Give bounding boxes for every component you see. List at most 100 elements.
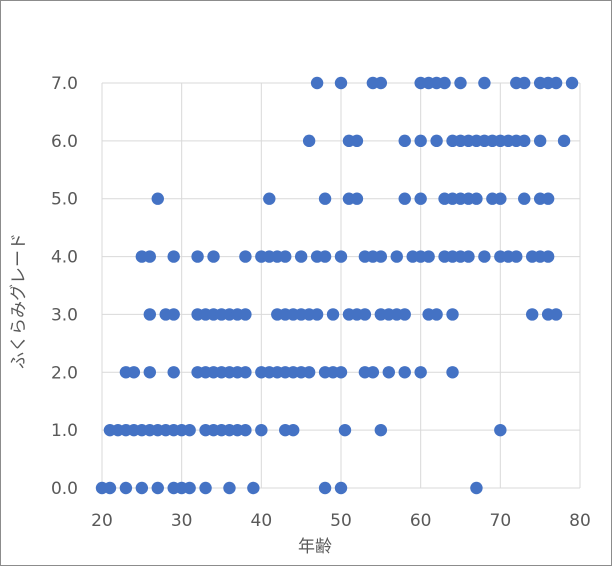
data-point (350, 192, 364, 205)
data-point (454, 76, 467, 90)
data-point (207, 250, 220, 263)
data-point (446, 308, 459, 321)
data-point (398, 192, 411, 205)
data-point (239, 308, 252, 321)
data-point (398, 134, 411, 148)
x-axis-title: 年齢 (298, 537, 332, 557)
x-tick-label: 30 (171, 511, 193, 531)
data-point (318, 192, 332, 205)
data-point (549, 76, 563, 90)
data-points (95, 76, 579, 495)
data-point (334, 481, 348, 495)
y-tick-label: 4.0 (51, 248, 78, 268)
x-tick-labels: 20 30 40 50 60 70 80 (91, 511, 591, 531)
data-point (143, 308, 156, 321)
data-point (326, 308, 340, 321)
y-tick-labels: 0.0 1.0 2.0 3.0 4.0 5.0 6.0 7.0 (51, 74, 78, 499)
data-point (374, 76, 388, 90)
data-point (239, 423, 252, 437)
y-tick-label: 2.0 (51, 363, 78, 383)
data-point (366, 366, 380, 379)
data-point (430, 308, 443, 321)
data-point (183, 481, 196, 495)
data-point (302, 366, 316, 379)
x-tick-label: 70 (490, 511, 512, 531)
data-point (478, 76, 491, 90)
data-point (565, 76, 579, 90)
data-point (549, 308, 563, 321)
data-point (414, 134, 427, 148)
data-point (414, 192, 427, 205)
y-tick-label: 7.0 (51, 74, 78, 94)
data-point (446, 366, 459, 379)
data-point (510, 250, 523, 263)
data-point (438, 76, 451, 90)
data-point (334, 76, 348, 90)
y-tick-label: 6.0 (51, 132, 78, 152)
data-point (350, 134, 364, 148)
y-tick-label: 1.0 (51, 421, 78, 441)
x-tick-label: 40 (251, 511, 273, 531)
x-tick-label: 80 (569, 511, 591, 531)
data-point (294, 250, 308, 263)
data-point (199, 481, 212, 495)
data-point (239, 366, 252, 379)
data-point (302, 134, 316, 148)
data-point (263, 192, 276, 205)
y-tick-label: 5.0 (51, 190, 78, 210)
data-point (151, 192, 164, 205)
data-point (374, 250, 388, 263)
data-point (310, 76, 324, 90)
data-point (541, 250, 555, 263)
data-point (167, 366, 180, 379)
data-point (334, 250, 348, 263)
data-point (526, 308, 539, 321)
data-point (518, 192, 531, 205)
data-point (398, 308, 411, 321)
data-point (127, 366, 141, 379)
data-point (318, 481, 332, 495)
data-point (390, 250, 403, 263)
data-point (151, 481, 164, 495)
data-point (518, 76, 531, 90)
data-point (223, 481, 236, 495)
data-point (255, 423, 268, 437)
data-point (494, 423, 507, 437)
y-axis-title: ふくらみグレード (9, 233, 29, 369)
data-point (167, 308, 180, 321)
data-point (422, 250, 435, 263)
data-point (287, 423, 300, 437)
data-point (338, 423, 352, 437)
data-point (541, 192, 555, 205)
data-point (119, 481, 133, 495)
data-point (533, 134, 547, 148)
x-tick-label: 20 (91, 511, 113, 531)
data-point (414, 366, 427, 379)
data-point (191, 250, 204, 263)
data-point (470, 481, 483, 495)
x-tick-label: 50 (330, 511, 352, 531)
data-point (462, 250, 475, 263)
data-point (430, 134, 443, 148)
data-point (494, 192, 507, 205)
data-point (470, 192, 483, 205)
data-point (398, 366, 411, 379)
data-point (135, 481, 149, 495)
data-point (518, 134, 531, 148)
data-point (478, 250, 491, 263)
data-point (247, 481, 260, 495)
data-point (318, 250, 332, 263)
data-point (239, 250, 252, 263)
data-point (143, 366, 156, 379)
x-tick-label: 60 (410, 511, 432, 531)
data-point (279, 250, 292, 263)
data-point (382, 366, 395, 379)
data-point (183, 423, 196, 437)
data-point (103, 481, 117, 495)
data-point (310, 308, 324, 321)
y-tick-label: 0.0 (51, 479, 78, 499)
data-point (557, 134, 571, 148)
y-tick-label: 3.0 (51, 305, 78, 325)
